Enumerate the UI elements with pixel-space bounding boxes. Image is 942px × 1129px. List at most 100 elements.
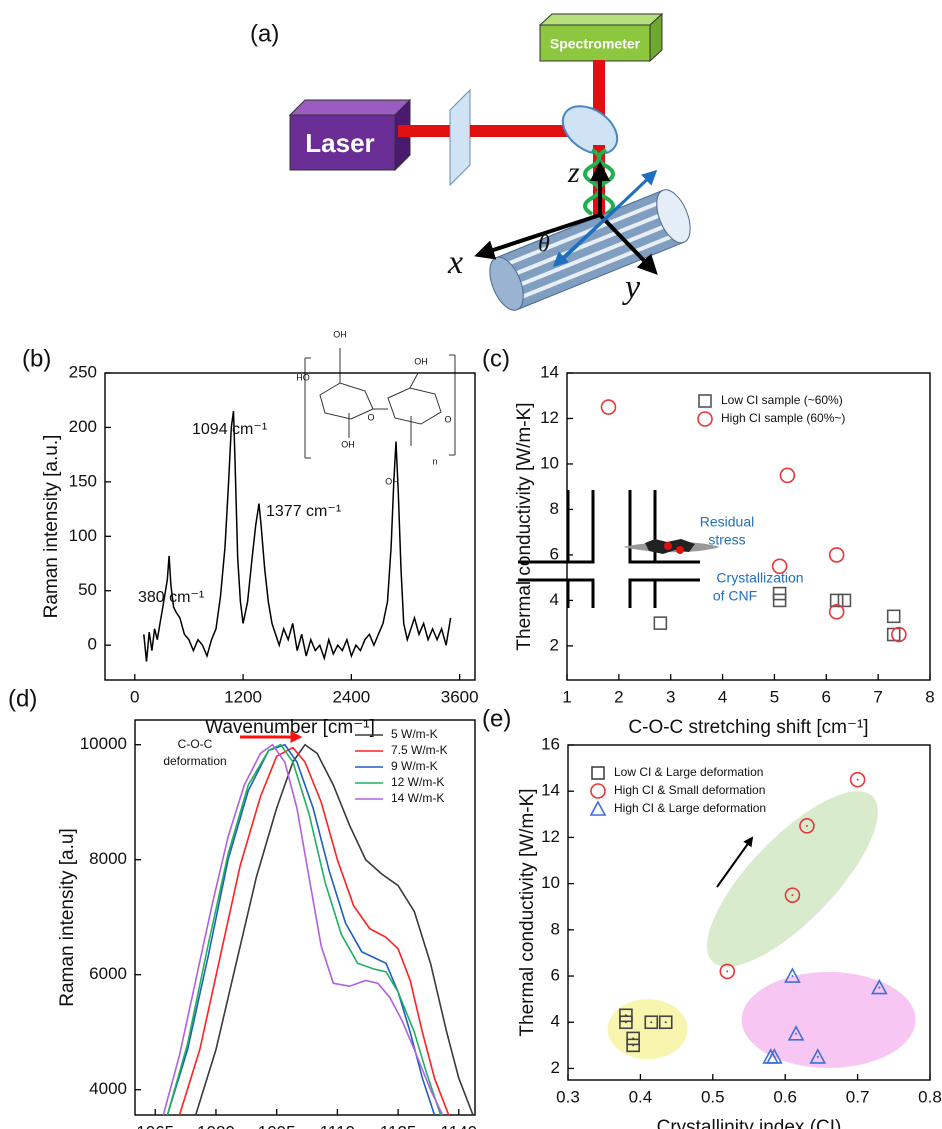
data-point xyxy=(719,963,736,980)
data-point xyxy=(787,1025,805,1041)
data-point xyxy=(886,609,901,624)
y-tick-label: 10 xyxy=(540,453,559,472)
marker-shape xyxy=(619,1015,633,1030)
legend-label: 7.5 W/m-K xyxy=(391,743,448,757)
data-point xyxy=(626,1038,640,1053)
spectrometer-label: Spectrometer xyxy=(550,36,641,52)
marker-shape xyxy=(779,467,796,484)
data-point xyxy=(784,887,801,903)
marker-shape xyxy=(784,887,801,903)
x-tick-label: 5 xyxy=(770,687,779,706)
y-tick-label: 150 xyxy=(69,471,97,490)
marker-dot xyxy=(791,975,794,978)
x-axis-label: Wavenumber [cm⁻¹] xyxy=(205,717,375,738)
bracket xyxy=(304,354,456,459)
panel-label: (c) xyxy=(482,345,510,372)
data-point xyxy=(809,1048,827,1064)
y-tick-label: 250 xyxy=(69,362,97,381)
x-tick-label: 0.4 xyxy=(629,1087,653,1106)
marker-shape xyxy=(766,1048,783,1064)
y-axis-label: Thermal conductivity [W/m-K] xyxy=(517,788,538,1036)
marker-shape xyxy=(837,593,852,608)
legend-label: 14 W/m-K xyxy=(391,791,444,805)
y-axis-label: Thermal conductivity [W/m-K] xyxy=(514,402,535,650)
data-point xyxy=(653,616,668,630)
spectrum-line xyxy=(143,410,452,662)
data-point xyxy=(644,1015,659,1030)
marker-shape xyxy=(697,411,713,427)
y-tick-label: 2 xyxy=(550,635,559,654)
cluster-region xyxy=(607,999,688,1060)
x-tick-label: 0.5 xyxy=(701,1087,725,1106)
y-tick-label: 6 xyxy=(551,966,560,985)
marker-shape xyxy=(828,603,845,620)
data-point xyxy=(784,967,801,983)
marker-shape xyxy=(849,771,866,788)
bond xyxy=(339,348,419,446)
annotation: 1094 cm⁻¹ xyxy=(192,421,267,438)
data-point xyxy=(658,1015,673,1030)
x-tick-label: 4 xyxy=(718,687,727,706)
mirror xyxy=(561,105,619,155)
marker-shape xyxy=(719,963,736,980)
data-point xyxy=(849,771,866,788)
y-tick-label: 100 xyxy=(69,526,97,545)
y-tick-label: 6 xyxy=(550,544,559,563)
data-point xyxy=(619,1015,633,1030)
inset-label: OH xyxy=(333,329,347,339)
legend-marker xyxy=(698,394,712,408)
y-tick-label: 16 xyxy=(541,734,560,753)
x-axis-label: C-O-C stretching shift [cm⁻¹] xyxy=(628,717,868,738)
y-tick-label: 50 xyxy=(78,580,97,599)
laser-box xyxy=(289,114,396,171)
y-tick-label: 8 xyxy=(551,919,560,938)
slit xyxy=(628,578,700,608)
legend-label: Low CI sample (~60%) xyxy=(721,393,843,407)
y-tick-label: 4 xyxy=(550,590,559,609)
marker-shape xyxy=(809,1048,827,1064)
marker-shape xyxy=(886,627,901,642)
annotation: Crystallization xyxy=(716,570,803,586)
x-tick-label: 7 xyxy=(873,687,882,706)
x-tick-label: 1095 xyxy=(258,1122,296,1129)
legend-marker xyxy=(590,783,606,799)
data-point xyxy=(886,627,901,642)
legend-label: 9 W/m-K xyxy=(391,759,438,773)
x-tick-label: 1125 xyxy=(380,1122,417,1129)
marker-dot xyxy=(726,970,729,973)
y-tick-label: 8000 xyxy=(89,849,127,868)
y-tick-label: 0 xyxy=(88,635,97,654)
legend-marker xyxy=(697,411,713,427)
data-point xyxy=(891,626,907,643)
angle-label: θ xyxy=(538,232,550,258)
annotation: stress xyxy=(708,532,745,548)
data-point xyxy=(766,1048,783,1064)
data-point xyxy=(779,467,796,484)
x-tick-label: 1110 xyxy=(320,1122,355,1129)
data-point xyxy=(771,558,788,575)
inset-label: HO xyxy=(296,372,310,382)
plot-frame xyxy=(134,719,476,1116)
inset-label: O xyxy=(367,412,374,422)
y-tick-label: 6000 xyxy=(89,964,127,983)
marker-shape xyxy=(590,783,606,799)
trend-arrow xyxy=(716,836,754,888)
cluster-region xyxy=(707,791,878,967)
legend-label: Low CI & Large deformation xyxy=(614,765,763,779)
plot-frame xyxy=(104,372,476,681)
legend-label: 5 W/m-K xyxy=(391,727,438,741)
marker-shape xyxy=(784,967,801,983)
panel-label: (a) xyxy=(250,20,279,47)
marker-shape xyxy=(771,558,788,575)
legend-label: 12 W/m-K xyxy=(391,775,444,789)
marker-dot xyxy=(624,1021,627,1024)
marker-shape xyxy=(772,593,787,608)
cellulose-structure xyxy=(304,348,456,459)
y-tick-label: 2 xyxy=(551,1058,560,1077)
legend-marker xyxy=(589,800,607,816)
x-tick-label: 1200 xyxy=(224,687,262,706)
marker-shape xyxy=(644,1015,659,1030)
annotation: Residual xyxy=(700,514,754,530)
inset-label: O xyxy=(444,414,451,424)
